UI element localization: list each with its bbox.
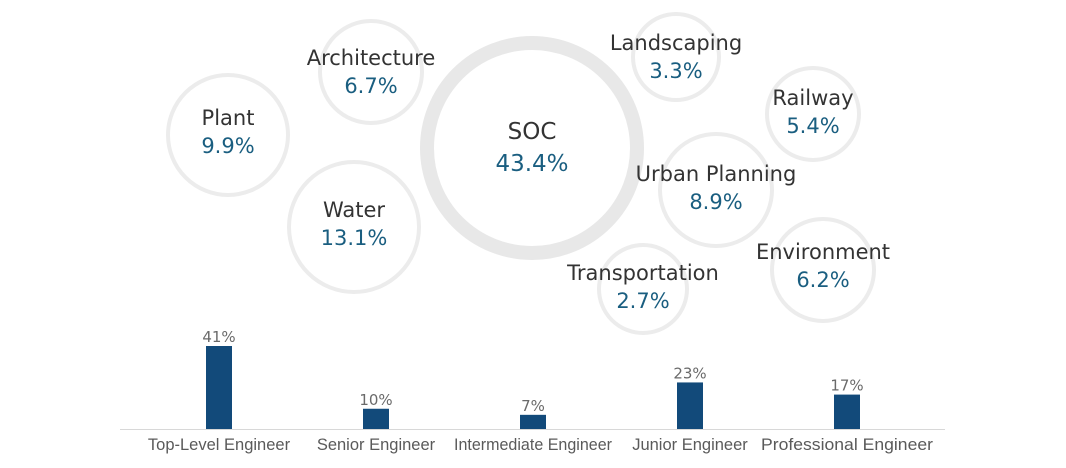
bar-0 [206, 346, 232, 429]
bubble-architecture [318, 19, 424, 125]
bubble-chart: SOC 43.4% Water 13.1% Plant 9.9% Urban Plannin… [166, 12, 890, 335]
bar-value-label: 10% [359, 391, 392, 409]
bar-value-label: 41% [202, 328, 235, 346]
bubble-name: Water [322, 198, 386, 222]
bubble-label-plant: Plant 9.9% [201, 104, 254, 160]
bubble-name: Urban Planning [635, 162, 797, 186]
x-tick-label: Senior Engineer [317, 436, 436, 454]
bubble-water [287, 160, 421, 294]
bubble-label-urban-planning: Urban Planning 8.9% [636, 160, 797, 216]
bubble-label-environment: Environment 6.2% [756, 238, 890, 294]
bubble-name: Plant [201, 106, 255, 130]
x-tick-label: Intermediate Engineer [454, 436, 612, 454]
bubble-name: Environment [755, 240, 891, 264]
bar-1 [363, 408, 389, 429]
bubble-transportation [597, 243, 689, 335]
bubble-label-landscaping: Landscaping 3.3% [610, 29, 742, 85]
bubble-value: 8.9% [689, 190, 743, 214]
bubble-name: Transportation [567, 261, 719, 285]
bubble-plant [166, 73, 290, 197]
bubble-value: 2.7% [616, 289, 670, 313]
bubble-value: 43.4% [495, 151, 569, 177]
bubble-name: Architecture [306, 46, 436, 70]
bubble-value: 13.1% [320, 226, 388, 250]
bubble-value: 6.2% [796, 268, 850, 292]
bubble-label-architecture: Architecture 6.7% [307, 44, 436, 100]
bar-value-label: 17% [830, 377, 863, 395]
bubble-label-soc: SOC 43.4% [495, 116, 568, 180]
bubble-label-water: Water 13.1% [321, 196, 388, 252]
bubble-label-railway: Railway 5.4% [772, 84, 853, 140]
bubble-environment [770, 217, 876, 323]
bubble-value: 3.3% [649, 59, 703, 83]
bar-2 [520, 414, 546, 429]
bubble-name: Landscaping [609, 31, 743, 55]
x-tick-label: Professional Engineer [761, 436, 934, 454]
bar-chart-svg: 41% Top-Level Engineer 10% Senior Engineer 7… [120, 328, 945, 454]
bubble-label-transportation: Transportation 2.7% [567, 259, 719, 315]
bubble-landscaping [631, 12, 721, 102]
bar-chart: 41% Top-Level Engineer 10% Senior Engineer 7… [0, 320, 1066, 468]
x-tick-label: Top-Level Engineer [148, 436, 291, 454]
bar-3 [677, 382, 703, 429]
bar-4 [834, 394, 860, 429]
x-tick-label: Junior Engineer [632, 436, 748, 454]
bar-value-label: 23% [673, 364, 706, 382]
bubble-value: 9.9% [201, 134, 255, 158]
bar-value-label: 7% [521, 397, 545, 415]
bubble-railway [765, 66, 861, 162]
bubble-name: Railway [772, 86, 854, 110]
bubble-value: 6.7% [344, 74, 398, 98]
bubble-value: 5.4% [786, 114, 840, 138]
bubble-urban-planning [658, 132, 774, 248]
bubble-name: SOC [507, 119, 557, 145]
